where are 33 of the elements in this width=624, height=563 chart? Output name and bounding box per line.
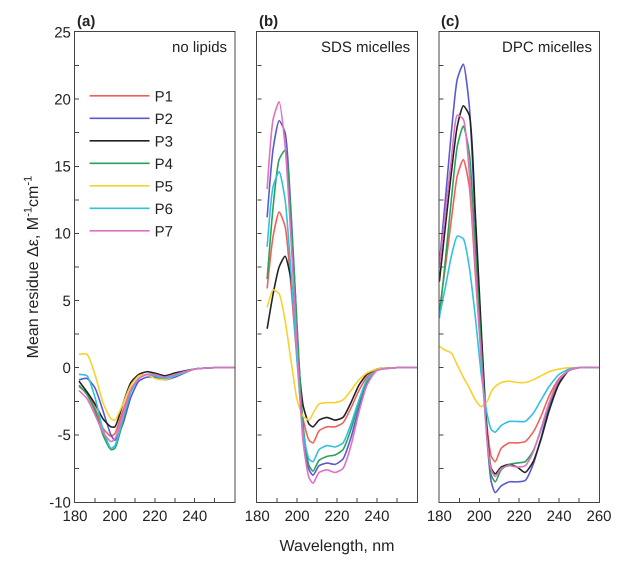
y-tick-label: 25 (54, 24, 71, 42)
chart-title: (b) (259, 13, 278, 30)
x-tick-label: 240 (182, 508, 208, 526)
x-tick-label: 200 (284, 508, 310, 526)
legend-label: P4 (154, 156, 173, 174)
legend-label: P3 (154, 134, 173, 151)
y-tick-label: 5 (62, 292, 71, 310)
y-tick-label: 20 (54, 91, 71, 108)
x-tick-label: 200 (466, 508, 492, 526)
annotation: no lipids (172, 39, 228, 56)
x-tick-label: 220 (506, 508, 532, 526)
legend-label: P5 (154, 178, 173, 196)
annotation: SDS micelles (321, 39, 410, 56)
y-tick-label: 15 (54, 158, 71, 176)
x-tick-label: 240 (546, 508, 572, 526)
x-tick-label: 200 (102, 508, 128, 526)
x-axis-title: Wavelength, nm (279, 538, 395, 555)
chart-title: (a) (77, 13, 96, 30)
x-tick-label: 260 (586, 508, 612, 526)
legend-label: P2 (154, 111, 173, 128)
x-tick-label: 220 (142, 508, 168, 526)
y-tick-label: -5 (58, 427, 71, 444)
x-tick-label: 180 (426, 508, 452, 526)
legend-label: P1 (154, 88, 173, 106)
y-tick-label: 0 (62, 360, 71, 377)
x-tick-label: 180 (244, 508, 270, 526)
chart-title: (c) (441, 13, 460, 30)
x-tick-label: 240 (364, 508, 390, 526)
x-tick-label: 220 (324, 508, 350, 526)
legend-label: P6 (154, 201, 173, 218)
annotation: DPC micelles (502, 39, 592, 56)
y-tick-label: 10 (54, 226, 71, 243)
legend-label: P7 (154, 224, 173, 241)
